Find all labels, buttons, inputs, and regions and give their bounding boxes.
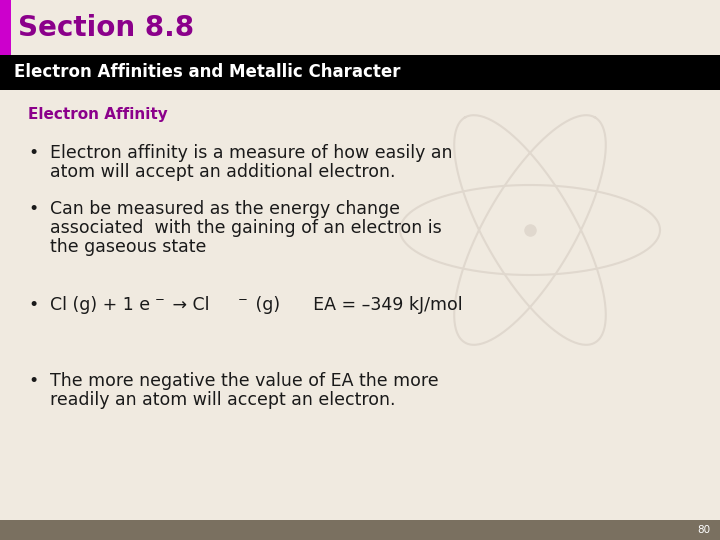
Bar	[0, 520, 720, 540]
Text: Cl (g) + 1 e: Cl (g) + 1 e	[50, 296, 150, 314]
Bar	[0, 0, 11, 55]
Text: → Cl: → Cl	[167, 296, 210, 314]
Text: Electron affinity is a measure of how easily an: Electron affinity is a measure of how ea…	[50, 144, 452, 162]
Text: Electron Affinity: Electron Affinity	[28, 107, 168, 123]
Text: •: •	[28, 372, 38, 390]
Text: −: −	[155, 294, 165, 307]
Text: (g)      EA = –349 kJ/mol: (g) EA = –349 kJ/mol	[250, 296, 463, 314]
Text: −: −	[238, 294, 248, 307]
Text: Can be measured as the energy change: Can be measured as the energy change	[50, 200, 400, 218]
Text: •: •	[28, 296, 38, 314]
Bar	[0, 55, 720, 90]
Text: Electron Affinities and Metallic Character: Electron Affinities and Metallic Charact…	[14, 63, 400, 81]
Text: atom will accept an additional electron.: atom will accept an additional electron.	[50, 163, 395, 181]
Text: associated  with the gaining of an electron is: associated with the gaining of an electr…	[50, 219, 442, 237]
Text: •: •	[28, 200, 38, 218]
Text: 80: 80	[697, 525, 710, 535]
Text: •: •	[28, 144, 38, 162]
Text: Section 8.8: Section 8.8	[18, 14, 194, 42]
Text: the gaseous state: the gaseous state	[50, 238, 207, 256]
Text: readily an atom will accept an electron.: readily an atom will accept an electron.	[50, 391, 395, 409]
Text: The more negative the value of EA the more: The more negative the value of EA the mo…	[50, 372, 438, 390]
